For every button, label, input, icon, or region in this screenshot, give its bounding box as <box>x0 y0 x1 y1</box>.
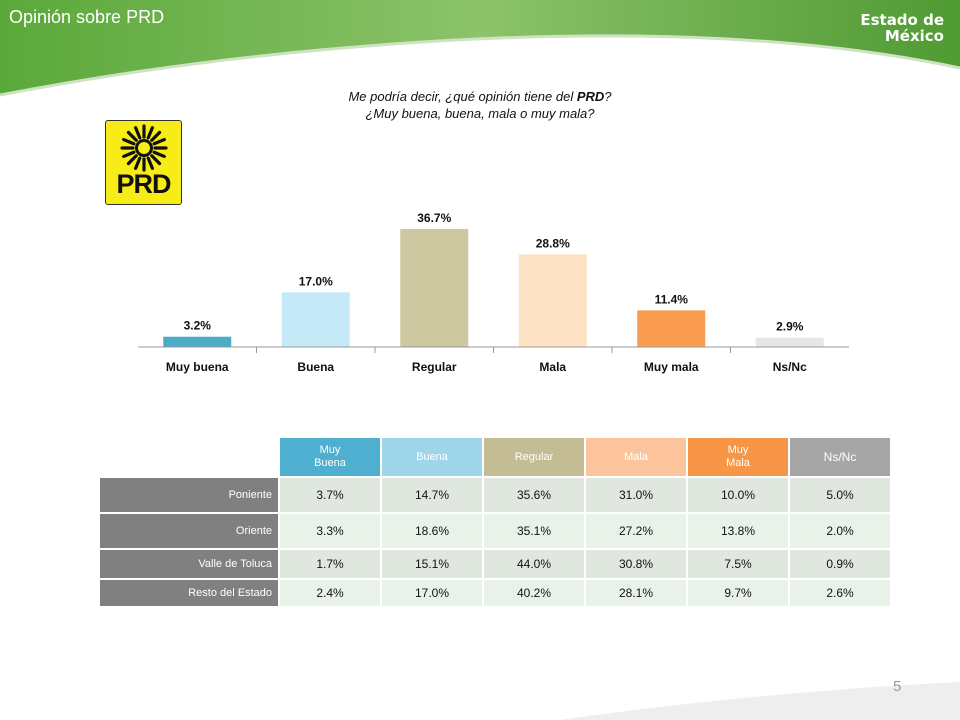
row-label: Oriente <box>100 514 278 548</box>
table-cell: 27.2% <box>586 514 686 548</box>
sun-ray <box>150 154 162 166</box>
table-cell: 9.7% <box>688 580 788 606</box>
table-cell: 28.1% <box>586 580 686 606</box>
table-cell: 31.0% <box>586 478 686 512</box>
organization-name-line1: Estado de <box>860 11 944 29</box>
row-label: Resto del Estado <box>100 580 278 606</box>
logo-text: PRD <box>116 169 171 199</box>
sun-ray <box>152 137 166 146</box>
bar <box>281 292 350 347</box>
table-row: Resto del Estado 2.4% 17.0% 40.2% 28.1% … <box>100 580 890 606</box>
category-label: Regular <box>412 360 457 374</box>
bar <box>518 254 587 347</box>
table-cell: 3.7% <box>280 478 380 512</box>
table-header: Mala <box>586 438 686 476</box>
table-cell: 13.8% <box>688 514 788 548</box>
table-cell: 40.2% <box>484 580 584 606</box>
table-cell: 2.0% <box>790 514 890 548</box>
table-header: Regular <box>484 438 584 476</box>
category-label: Mala <box>539 360 566 374</box>
page-title: Opinión sobre PRD <box>9 7 165 27</box>
question-emphasis: PRD <box>576 89 605 104</box>
data-label: 28.8% <box>536 236 570 250</box>
question-line2: ¿Muy buena, buena, mala o muy mala? <box>365 106 595 121</box>
table-cell: 35.6% <box>484 478 584 512</box>
table-header-row: Muy Buena Buena Regular Mala Muy Mala Ns/N… <box>100 438 890 476</box>
table-cell: 15.1% <box>382 550 482 578</box>
organization-name: Estado de México <box>860 12 944 44</box>
page-number: 5 <box>893 678 902 695</box>
sun-ray <box>126 154 138 166</box>
sun-icon <box>120 124 168 172</box>
sun-ray <box>126 130 138 142</box>
organization-name-line2: México <box>884 27 944 45</box>
category-label: Muy buena <box>166 360 229 374</box>
table-row: Valle de Toluca 1.7% 15.1% 44.0% 30.8% 7… <box>100 550 890 578</box>
category-label: Buena <box>297 360 334 374</box>
table-corner <box>100 438 278 476</box>
sun-ray <box>133 156 142 170</box>
survey-question: Me podría decir, ¿qué opinión tiene del … <box>280 88 680 122</box>
row-label: Valle de Toluca <box>100 550 278 578</box>
row-label: Poniente <box>100 478 278 512</box>
table-row: Poniente 3.7% 14.7% 35.6% 31.0% 10.0% 5.… <box>100 478 890 512</box>
opinion-bar-chart: 3.2% Muy buena 17.0% Buena 36.7% Regular 28.8%… <box>138 211 849 374</box>
sun-ray <box>152 150 166 159</box>
data-label: 36.7% <box>417 211 451 225</box>
sun-ray <box>146 126 155 140</box>
footer-swoosh <box>560 682 960 720</box>
table-cell: 10.0% <box>688 478 788 512</box>
sun-ray <box>150 130 162 142</box>
category-label: Muy mala <box>644 360 699 374</box>
table-cell: 35.1% <box>484 514 584 548</box>
data-label: 3.2% <box>184 319 212 333</box>
bar <box>637 310 706 347</box>
data-label: 17.0% <box>299 274 333 288</box>
sun-ray <box>146 156 155 170</box>
table-cell: 30.8% <box>586 550 686 578</box>
table-cell: 18.6% <box>382 514 482 548</box>
table-cell: 5.0% <box>790 478 890 512</box>
data-label: 11.4% <box>655 292 689 306</box>
table-cell: 0.9% <box>790 550 890 578</box>
table-cell: 1.7% <box>280 550 380 578</box>
table-cell: 2.4% <box>280 580 380 606</box>
sun-ray <box>122 150 136 159</box>
question-line1: Me podría decir, ¿qué opinión tiene del … <box>348 89 612 104</box>
data-label: 2.9% <box>776 320 804 334</box>
table-cell: 44.0% <box>484 550 584 578</box>
bar <box>400 229 469 347</box>
table-cell: 2.6% <box>790 580 890 606</box>
category-label: Ns/Nc <box>773 360 807 374</box>
bar <box>163 336 232 347</box>
sun-ray <box>133 126 142 140</box>
table-header: Muy Buena <box>280 438 380 476</box>
table-header: Ns/Nc <box>790 438 890 476</box>
table-row: Oriente 3.3% 18.6% 35.1% 27.2% 13.8% 2.0… <box>100 514 890 548</box>
table-cell: 17.0% <box>382 580 482 606</box>
table-cell: 3.3% <box>280 514 380 548</box>
prd-logo: PRD <box>105 120 182 205</box>
bar <box>755 337 824 347</box>
regional-breakdown-table: Muy Buena Buena Regular Mala Muy Mala Ns/N… <box>98 436 892 608</box>
table-header: Muy Mala <box>688 438 788 476</box>
table-cell: 7.5% <box>688 550 788 578</box>
header-banner <box>0 0 960 97</box>
table-header: Buena <box>382 438 482 476</box>
sun-ray <box>122 137 136 146</box>
table-cell: 14.7% <box>382 478 482 512</box>
